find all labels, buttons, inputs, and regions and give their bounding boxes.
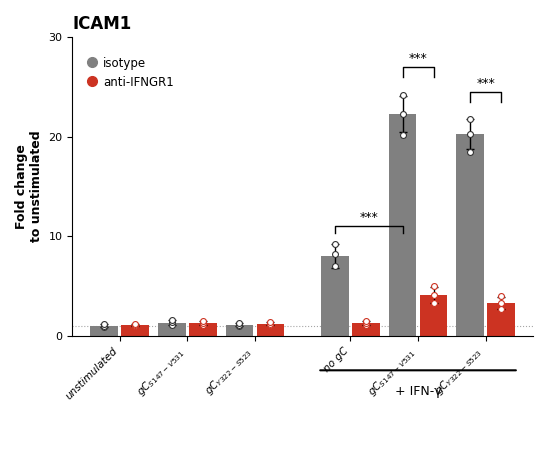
Text: ***: *** — [476, 77, 495, 90]
Point — [429, 299, 438, 307]
Bar — [158, 322, 186, 336]
Y-axis label: Fold change
to unstimulated: Fold change to unstimulated — [15, 130, 43, 242]
Point — [330, 250, 339, 258]
Bar — [121, 325, 149, 336]
Point — [235, 319, 244, 327]
Point — [100, 323, 109, 331]
Point — [131, 320, 140, 327]
Point — [466, 130, 475, 137]
Bar — [256, 323, 284, 336]
Point — [266, 322, 275, 329]
Point — [168, 318, 176, 326]
Point — [497, 292, 506, 300]
Legend: isotype, anti-IFNGR1: isotype, anti-IFNGR1 — [83, 52, 179, 94]
Point — [466, 148, 475, 155]
Point — [168, 316, 176, 324]
Bar — [189, 322, 217, 336]
Point — [131, 321, 140, 329]
Point — [466, 115, 475, 123]
Bar — [90, 326, 118, 336]
Bar — [389, 114, 416, 336]
Point — [497, 305, 506, 312]
Bar — [487, 303, 515, 336]
Point — [235, 322, 244, 330]
Point — [398, 110, 407, 117]
Point — [429, 291, 438, 299]
Point — [330, 262, 339, 270]
Point — [362, 317, 370, 324]
Point — [198, 319, 207, 326]
Point — [398, 131, 407, 138]
Point — [330, 240, 339, 248]
Text: + IFN-γ: + IFN-γ — [395, 385, 442, 398]
Bar — [352, 322, 380, 336]
Bar — [321, 256, 349, 336]
Text: ***: *** — [409, 52, 427, 65]
Bar — [420, 295, 448, 336]
Text: ICAM1: ICAM1 — [72, 15, 132, 33]
Point — [131, 322, 140, 329]
Point — [198, 321, 207, 329]
Point — [266, 320, 275, 327]
Point — [398, 91, 407, 99]
Text: ***: *** — [359, 211, 378, 224]
Point — [100, 320, 109, 328]
Point — [266, 318, 275, 326]
Point — [168, 322, 176, 329]
Point — [362, 319, 370, 326]
Bar — [226, 325, 253, 336]
Bar — [456, 134, 484, 336]
Point — [100, 322, 109, 329]
Point — [235, 321, 244, 329]
Point — [497, 299, 506, 307]
Point — [198, 317, 207, 324]
Point — [429, 282, 438, 289]
Point — [362, 321, 370, 329]
